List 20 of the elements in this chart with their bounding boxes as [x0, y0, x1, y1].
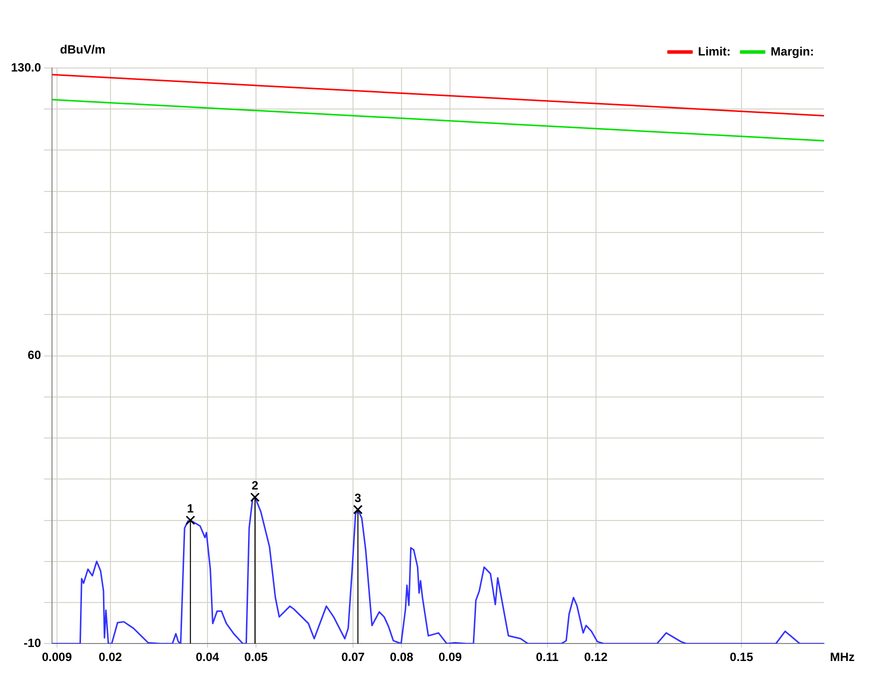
- x-tick-label: 0.12: [584, 650, 608, 664]
- x-tick-label: 0.02: [98, 650, 122, 664]
- x-tick-label: 0.08: [390, 650, 414, 664]
- x-tick-label: 0.009: [42, 650, 72, 664]
- x-tick-label: 0.09: [438, 650, 462, 664]
- y-tick-label: -10: [24, 636, 42, 650]
- x-tick-label: 0.04: [196, 650, 220, 664]
- x-tick-label: 0.11: [536, 650, 559, 664]
- annotation: 1: [187, 502, 194, 516]
- annotation: 3: [354, 490, 362, 505]
- y-tick-label: 60: [28, 348, 42, 362]
- x-tick-label: 0.15: [730, 650, 754, 664]
- annotation: 2: [252, 478, 259, 493]
- x-tick-label: 0.07: [341, 650, 366, 664]
- legend-label: Margin:: [770, 44, 814, 58]
- x-axis-title: MHz: [830, 650, 855, 664]
- x-tick-label: 0.05: [244, 650, 268, 664]
- y-tick-label: 130.0: [11, 60, 42, 74]
- legend-label: Limit:: [698, 44, 731, 58]
- y-axis-title: dBuV/m: [60, 42, 106, 56]
